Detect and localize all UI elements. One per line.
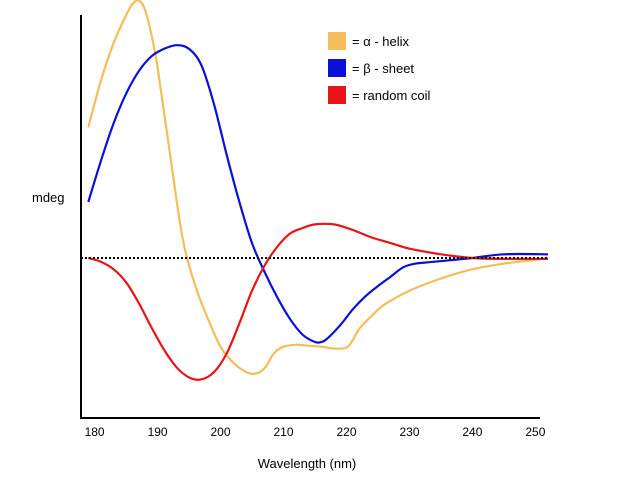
y-axis-title: mdeg bbox=[32, 190, 65, 205]
x-tick-label: 190 bbox=[148, 425, 168, 439]
legend-swatch-beta-sheet bbox=[328, 59, 346, 77]
x-tick-label: 230 bbox=[399, 425, 419, 439]
legend-label-random-coil: = random coil bbox=[352, 88, 431, 103]
x-tick-label: 200 bbox=[210, 425, 230, 439]
legend: = α - helix = β - sheet = random coil bbox=[328, 32, 431, 104]
x-tick-label: 180 bbox=[85, 425, 105, 439]
series-line-alpha-helix bbox=[87, 0, 549, 376]
x-tick-label: 210 bbox=[273, 425, 293, 439]
x-tick-label: 240 bbox=[462, 425, 482, 439]
legend-swatch-alpha-helix bbox=[328, 32, 346, 50]
x-tick-label: 220 bbox=[336, 425, 356, 439]
series-line-random-coil bbox=[87, 222, 549, 381]
series-layer bbox=[87, 0, 549, 381]
x-tick-label: 250 bbox=[525, 425, 545, 439]
x-axis-title: Wavelength (nm) bbox=[258, 456, 357, 471]
series-line-beta-sheet bbox=[87, 44, 549, 344]
legend-label-beta-sheet: = β - sheet bbox=[352, 61, 414, 76]
x-tick-labels: 180 190 200 210 220 230 240 250 bbox=[85, 425, 546, 439]
legend-label-alpha-helix: = α - helix bbox=[352, 34, 410, 49]
legend-swatch-random-coil bbox=[328, 86, 346, 104]
